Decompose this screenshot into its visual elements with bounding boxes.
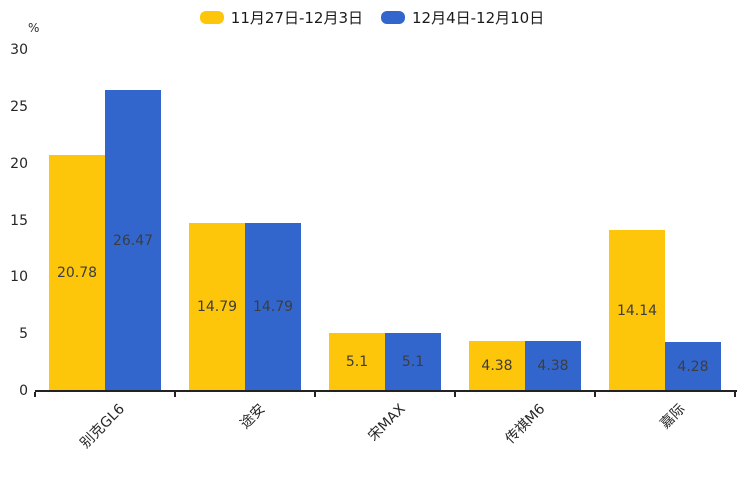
x-axis-tick [734, 392, 736, 397]
bar-value-label: 4.38 [481, 358, 513, 374]
x-axis-label-途安: 途安 [237, 401, 269, 433]
bar-value-label: 5.1 [345, 354, 369, 370]
legend-item-week1[interactable]: 11月27日-12月3日 [199, 7, 363, 28]
x-axis-tick [314, 392, 316, 397]
y-tick-label-0: 0 [19, 383, 28, 399]
legend-swatch-yellow [199, 11, 224, 24]
bar-value-label: 14.79 [252, 299, 294, 315]
bar-series1-别克GL6[interactable]: 20.78 [49, 155, 105, 391]
legend-label-week2: 12月4日-12月10日 [412, 9, 545, 27]
legend-label-week1: 11月27日-12月3日 [230, 9, 363, 27]
x-axis-tick [594, 392, 596, 397]
y-axis-unit-label: % [28, 21, 40, 35]
y-tick-label-20: 20 [10, 155, 28, 172]
bar-value-label: 26.47 [112, 232, 154, 249]
y-tick-label-15: 15 [10, 212, 28, 229]
bar-series1-途安[interactable]: 14.79 [189, 223, 245, 391]
y-tick-label-10: 10 [10, 269, 28, 286]
y-tick-label-30: 30 [10, 42, 28, 58]
legend: 11月27日-12月3日 12月4日-12月10日 [0, 7, 744, 28]
x-axis-label-传祺M6: 传祺M6 [502, 401, 549, 448]
bar-value-label: 14.79 [196, 299, 238, 315]
bar-series2-宋MAX[interactable]: 5.1 [385, 333, 441, 391]
bar-value-label: 4.28 [677, 358, 709, 375]
bar-series1-传祺M6[interactable]: 4.38 [469, 341, 525, 391]
x-axis-label-嘉际: 嘉际 [657, 401, 689, 433]
y-tick-label-5: 5 [19, 326, 28, 343]
x-axis-label-宋MAX: 宋MAX [365, 401, 409, 445]
bar-series2-嘉际[interactable]: 4.28 [665, 342, 721, 391]
x-axis-tick [174, 392, 176, 397]
bar-value-label: 14.14 [616, 302, 658, 319]
bar-value-label: 5.1 [401, 354, 425, 370]
bar-series1-嘉际[interactable]: 14.14 [609, 230, 665, 391]
legend-item-week2[interactable]: 12月4日-12月10日 [381, 7, 544, 28]
x-axis-tick [454, 392, 456, 397]
bar-series2-途安[interactable]: 14.79 [245, 223, 301, 391]
bar-value-label: 20.78 [56, 265, 98, 281]
legend-swatch-blue [381, 11, 405, 24]
x-axis-line [35, 390, 737, 392]
x-axis-tick [34, 392, 36, 397]
bar-series2-别克GL6[interactable]: 26.47 [105, 90, 161, 391]
bar-series2-传祺M6[interactable]: 4.38 [525, 341, 581, 391]
x-axis-label-别克GL6: 别克GL6 [77, 401, 129, 452]
y-tick-label-25: 25 [10, 98, 28, 115]
bar-value-label: 4.38 [537, 358, 569, 374]
bar-series1-宋MAX[interactable]: 5.1 [329, 333, 385, 391]
